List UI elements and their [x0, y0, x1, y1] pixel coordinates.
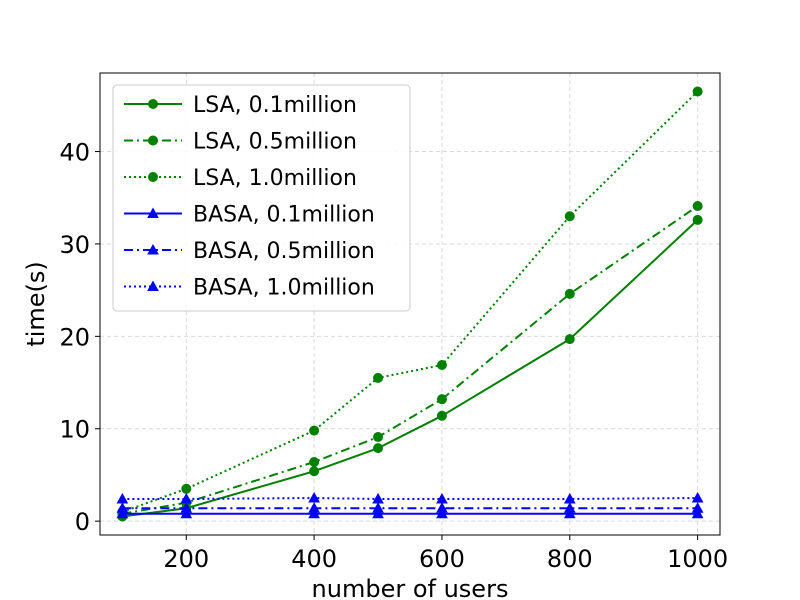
y-axis-label: time(s) [22, 261, 50, 346]
data-point [436, 359, 447, 370]
legend-label: BASA, 0.1million [193, 203, 375, 228]
data-point [436, 502, 448, 513]
series-lsa-1-0million [117, 86, 703, 517]
legend-marker [147, 207, 159, 218]
data-point [436, 410, 447, 421]
x-tick-label: 800 [547, 545, 593, 573]
x-tick-label: 600 [419, 545, 465, 573]
legend: LSA, 0.1million LSA, 0.5million LSA, 1.0mi… [112, 84, 411, 312]
legend-entry-basa-1-0million: BASA, 1.0million [124, 276, 375, 301]
data-point [309, 425, 320, 436]
data-point [181, 483, 192, 494]
data-point [692, 214, 703, 225]
y-tick-label: 40 [59, 139, 90, 167]
legend-label: LSA, 0.1million [193, 93, 357, 118]
legend-entry-basa-0-1million: BASA, 0.1million [124, 203, 375, 228]
series-basa-0-5million [116, 502, 704, 513]
data-point [691, 507, 704, 519]
legend-label: BASA, 0.5million [193, 239, 375, 264]
legend-label: LSA, 1.0million [193, 166, 357, 191]
data-point [563, 492, 576, 504]
series-basa-1-0million [116, 492, 704, 504]
x-tick-label: 400 [291, 545, 337, 573]
x-axis-label: number of users [312, 575, 509, 600]
data-point [691, 502, 704, 513]
data-point [564, 288, 575, 299]
data-point [373, 443, 384, 454]
data-point [563, 507, 576, 519]
data-point [308, 502, 320, 513]
x-axis-ticks: 200 400 600 800 1000 [163, 535, 728, 573]
data-point [372, 502, 384, 513]
legend-entry-lsa-0-5million: LSA, 0.5million [124, 130, 357, 155]
data-point [308, 507, 320, 519]
data-point [436, 492, 448, 504]
data-point [180, 507, 193, 519]
legend-label: LSA, 0.5million [193, 130, 357, 155]
data-point [564, 211, 575, 222]
data-point [180, 492, 193, 504]
plot-frame [99, 72, 721, 536]
data-point [372, 507, 384, 519]
legend-label: BASA, 1.0million [193, 276, 375, 301]
series-layer [116, 86, 704, 522]
y-tick-label: 30 [59, 231, 90, 259]
legend-entry-lsa-1-0million: LSA, 1.0million [124, 166, 357, 191]
data-point [436, 394, 447, 405]
data-point [308, 492, 320, 503]
legend-marker [147, 280, 159, 291]
y-tick-label: 10 [59, 416, 90, 444]
data-point [564, 334, 575, 345]
series-basa-0-1million [116, 507, 704, 519]
data-point [309, 466, 320, 477]
legend-marker [148, 172, 158, 182]
legend-marker [147, 243, 159, 255]
data-point [691, 492, 704, 503]
legend-box [112, 84, 411, 312]
y-tick-label: 20 [59, 323, 90, 351]
legend-entry-lsa-0-1million: LSA, 0.1million [124, 93, 357, 118]
legend-marker [148, 135, 158, 146]
data-point [692, 86, 703, 97]
x-tick-label: 200 [163, 545, 209, 573]
y-tick-label: 0 [75, 508, 90, 536]
data-point [436, 507, 448, 519]
data-point [116, 507, 129, 519]
data-point [563, 502, 576, 513]
data-point [373, 432, 384, 443]
legend-entry-basa-0-5million: BASA, 0.5million [124, 239, 375, 264]
legend-marker [148, 99, 158, 109]
data-point [373, 372, 384, 383]
data-point [372, 492, 384, 504]
data-point [692, 201, 703, 212]
y-axis-ticks: 0 10 20 30 40 [59, 139, 100, 536]
data-point [116, 492, 129, 504]
x-tick-label: 1000 [667, 545, 728, 573]
data-point [309, 457, 320, 468]
data-point [116, 502, 129, 513]
data-point [180, 502, 193, 513]
